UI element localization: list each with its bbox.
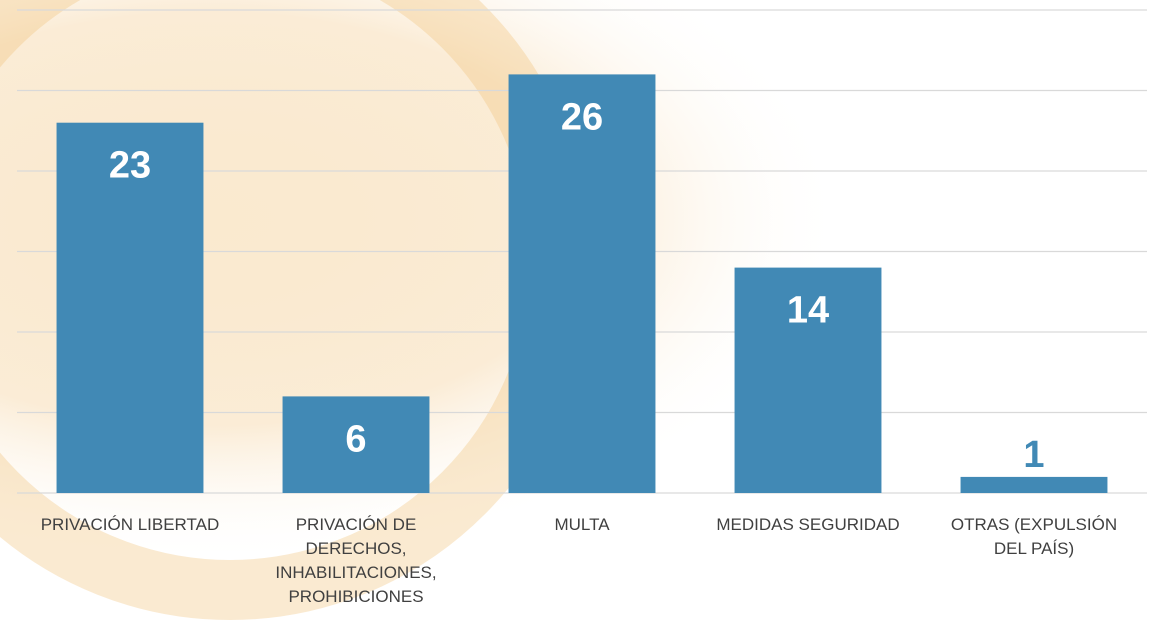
chart: 23 6 26 14 1 PRIVACIÓN LIBERTAD PRIVACIÓN DE …: [0, 0, 1158, 626]
data-label: 26: [561, 96, 603, 138]
x-tick-label: OTRAS (EXPULSIÓN DEL PAÍS): [934, 513, 1134, 561]
data-label: 23: [109, 145, 151, 187]
data-label: 1: [1023, 434, 1044, 476]
x-tick-label: MULTA: [482, 513, 682, 537]
x-tick-label: PRIVACIÓN DE DERECHOS, INHABILITACIONES,…: [256, 513, 456, 609]
data-label: 14: [787, 290, 829, 332]
x-tick-label: MEDIDAS SEGURIDAD: [708, 513, 908, 537]
x-tick-label: PRIVACIÓN LIBERTAD: [30, 513, 230, 537]
bar: [961, 477, 1108, 493]
data-label: 6: [345, 418, 366, 460]
